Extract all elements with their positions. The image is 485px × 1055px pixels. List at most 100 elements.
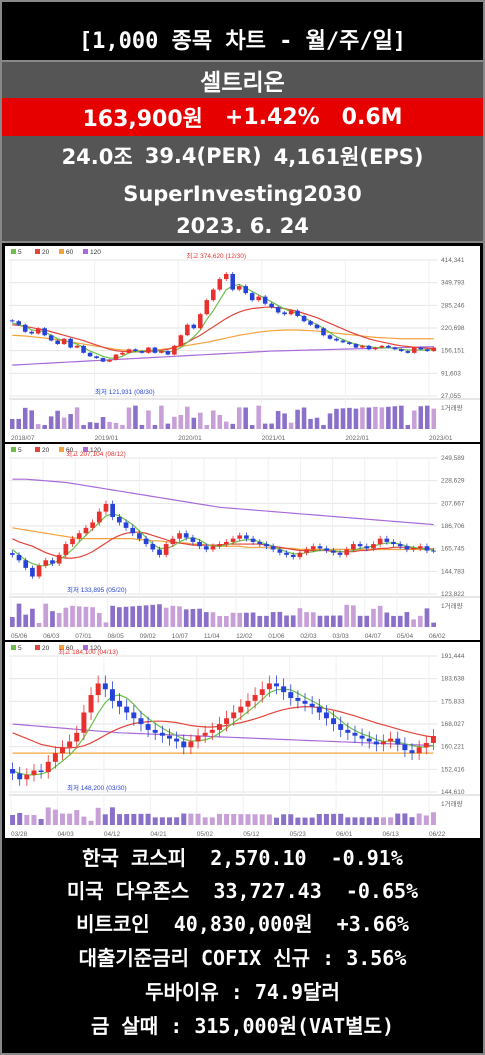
volume-bar [290, 615, 296, 627]
candle-body [395, 738, 401, 745]
candle-body [74, 345, 80, 348]
volume-bar [139, 425, 145, 429]
volume-bar [174, 817, 180, 825]
candle-body [245, 700, 251, 707]
volume-bar [308, 418, 313, 429]
candle-body [281, 686, 287, 693]
candle-body [224, 541, 229, 545]
candle-body [30, 567, 35, 577]
y-tick-label: 144,610 [441, 789, 465, 796]
volume-bar [63, 607, 69, 627]
volume-bar [131, 813, 137, 825]
volume-bar [377, 605, 383, 627]
y-tick-label: 183,638 [441, 676, 465, 683]
volume-bar [163, 607, 169, 627]
volume-bar [31, 815, 37, 825]
legend-label-120: 120 [90, 447, 101, 454]
volume-bar [310, 612, 316, 627]
volume-bar [120, 425, 125, 429]
volume-bar [198, 412, 203, 429]
volume-label: 1거래량 [441, 799, 463, 808]
volume-bar [366, 407, 372, 429]
y-tick-label: 160,221 [441, 744, 465, 751]
candle-body [373, 347, 378, 350]
volume-bar [178, 415, 184, 429]
x-tick-label: 2019/01 [95, 435, 119, 442]
volume-bar [353, 408, 359, 429]
candle-body [202, 732, 208, 736]
candle-body [377, 538, 383, 545]
stock-change: +1.42% [224, 104, 320, 130]
candle-body [48, 335, 54, 341]
legend-swatch-5 [11, 249, 16, 254]
volume-bar [90, 607, 95, 627]
candle-body [317, 546, 323, 549]
candle-body [269, 303, 274, 308]
candle-body [359, 735, 365, 739]
market-dow: 미국 다우존스 33,727.43 -0.65% [66, 879, 419, 903]
candle-body [188, 741, 194, 748]
x-tick-label: 02/03 [300, 633, 317, 640]
volume-bar [391, 615, 396, 627]
candle-body [295, 697, 301, 701]
candle-body [252, 695, 258, 701]
volume-bar [230, 423, 235, 429]
candle-body [409, 750, 415, 754]
candle-body [351, 544, 356, 550]
x-tick-label: 09/02 [140, 633, 157, 640]
candle-body [178, 335, 184, 346]
volume-bar [36, 623, 42, 627]
volume-bar [138, 813, 144, 825]
volume-bar [88, 820, 94, 825]
volume-bar [43, 603, 49, 627]
candle-body [95, 683, 101, 696]
candle-body [68, 338, 73, 348]
page-title: [1,000 종목 차트 - 월/주/일] [2, 18, 483, 62]
volume-bar [230, 612, 236, 627]
volume-bar [137, 605, 142, 627]
volume-bar [244, 612, 249, 627]
volume-bar [191, 417, 197, 429]
volume-bar [23, 614, 29, 627]
volume-bar [68, 414, 73, 429]
y-tick-label: 168,027 [441, 721, 465, 728]
x-tick-label: 03/03 [333, 633, 350, 640]
volume-bar [42, 425, 47, 429]
candle-body [288, 692, 294, 698]
candle-body [87, 352, 93, 357]
volume-bar [281, 814, 287, 825]
candle-body [131, 712, 137, 719]
candle-body [266, 683, 272, 690]
legend-label-5: 5 [18, 249, 22, 256]
candle-body [297, 552, 303, 558]
candle-body [256, 296, 261, 301]
volume-bar [245, 814, 251, 825]
candle-body [391, 541, 396, 545]
ma-line-5 [11, 513, 434, 567]
volume-bar [190, 609, 196, 627]
volume-bar [188, 813, 194, 825]
candle-body [16, 321, 21, 325]
candle-body [417, 546, 423, 549]
candle-body [110, 503, 115, 518]
volume-bar [38, 819, 44, 825]
candle-body [238, 706, 244, 713]
volume-bar [217, 415, 223, 429]
candle-body [373, 741, 379, 745]
candle-body [388, 738, 394, 742]
volume-bar [416, 813, 422, 825]
volume-bar [83, 606, 89, 627]
volume-bar [96, 613, 102, 627]
volume-bar [48, 416, 54, 429]
candle-body [236, 286, 242, 290]
legend-swatch-20 [35, 645, 40, 650]
candle-body [177, 533, 182, 539]
candle-body [386, 345, 391, 348]
volume-bar [270, 612, 276, 627]
candle-body [29, 331, 34, 334]
candle-body [50, 560, 55, 564]
volume-bar [197, 608, 202, 627]
volume-bar [323, 813, 329, 825]
volume-bar [24, 815, 30, 825]
volume-bar [202, 817, 208, 825]
